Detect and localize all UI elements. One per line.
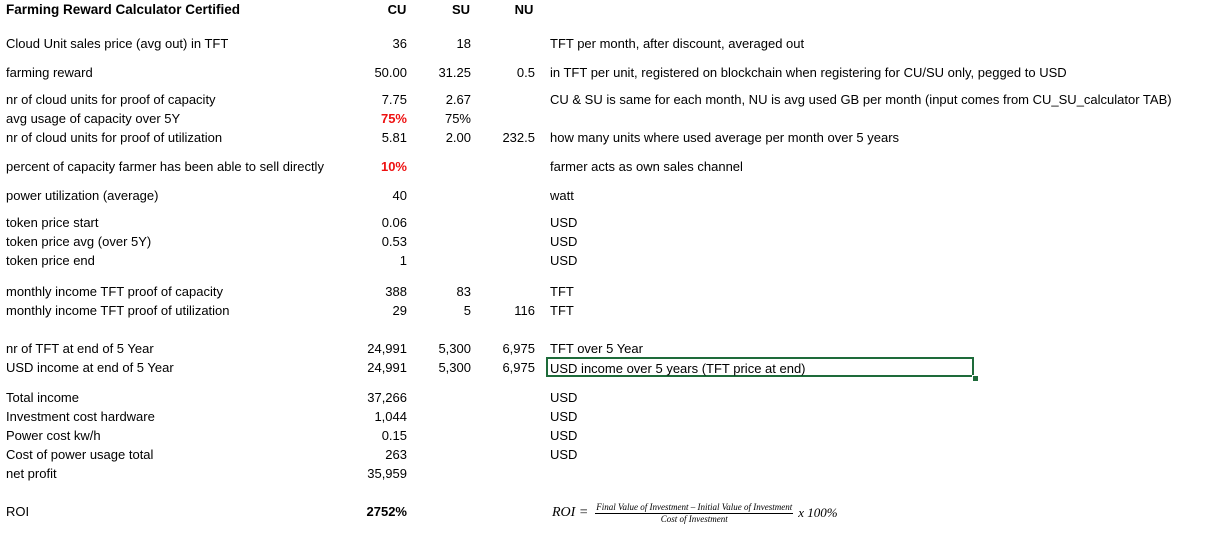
label-power-cost[interactable]: Power cost kw/h — [6, 428, 101, 443]
cell-cu-income-utilization[interactable]: 29 — [392, 303, 407, 318]
cell-su-tft-end[interactable]: 5,300 — [438, 341, 471, 356]
cell-su-sales-price[interactable]: 18 — [456, 36, 471, 51]
formula-fraction: Final Value of Investment – Initial Valu… — [595, 501, 794, 525]
label-total-income[interactable]: Total income — [6, 390, 79, 405]
label-power-total[interactable]: Cost of power usage total — [6, 447, 154, 462]
note-tft-end[interactable]: TFT over 5 Year — [550, 341, 643, 356]
cell-cu-power-cost[interactable]: 0.15 — [381, 428, 407, 443]
label-farming-reward[interactable]: farming reward — [6, 65, 93, 80]
note-token-start[interactable]: USD — [550, 215, 578, 230]
cell-cu-roi[interactable]: 2752% — [366, 504, 407, 519]
cell-cu-token-start[interactable]: 0.06 — [381, 215, 407, 230]
cell-cu-net-profit[interactable]: 35,959 — [367, 466, 407, 481]
sheet-title[interactable]: Farming Reward Calculator Certified — [6, 2, 241, 17]
cell-cu-farming-reward[interactable]: 50.00 — [374, 65, 407, 80]
note-farming-reward[interactable]: in TFT per unit, registered on blockchai… — [550, 65, 1067, 80]
column-header-cu[interactable]: CU — [387, 2, 407, 17]
roi-formula-image[interactable]: ROI = Final Value of Investment – Initia… — [552, 500, 838, 526]
label-token-end[interactable]: token price end — [6, 253, 95, 268]
formula-denominator: Cost of Investment — [660, 513, 728, 524]
cell-cu-income-capacity[interactable]: 388 — [385, 284, 407, 299]
cell-su-usd-end[interactable]: 5,300 — [438, 360, 471, 375]
active-cell-selection[interactable] — [546, 357, 974, 377]
note-token-end[interactable]: USD — [550, 253, 578, 268]
cell-cu-token-avg[interactable]: 0.53 — [381, 234, 407, 249]
cell-su-income-utilization[interactable]: 5 — [463, 303, 471, 318]
label-tft-end[interactable]: nr of TFT at end of 5 Year — [6, 341, 154, 356]
cell-su-income-capacity[interactable]: 83 — [456, 284, 471, 299]
note-power-total[interactable]: USD — [550, 447, 578, 462]
label-roi[interactable]: ROI — [6, 504, 30, 519]
cell-cu-power-total[interactable]: 263 — [385, 447, 407, 462]
cell-cu-sales-price[interactable]: 36 — [392, 36, 407, 51]
label-usd-end[interactable]: USD income at end of 5 Year — [6, 360, 174, 375]
cell-cu-units-capacity[interactable]: 7.75 — [381, 92, 407, 107]
cell-nu-units-utilization[interactable]: 232.5 — [502, 130, 535, 145]
cell-nu-income-utilization[interactable]: 116 — [514, 303, 535, 318]
fill-handle[interactable] — [972, 375, 979, 382]
label-income-utilization[interactable]: monthly income TFT proof of utilization — [6, 303, 230, 318]
label-income-capacity[interactable]: monthly income TFT proof of capacity — [6, 284, 224, 299]
label-percent-sold[interactable]: percent of capacity farmer has been able… — [6, 159, 324, 174]
note-income-capacity[interactable]: TFT — [550, 284, 574, 299]
cell-su-farming-reward[interactable]: 31.25 — [438, 65, 471, 80]
formula-lhs: ROI = — [552, 505, 589, 520]
label-units-capacity[interactable]: nr of cloud units for proof of capacity — [6, 92, 216, 107]
formula-numerator: Final Value of Investment – Initial Valu… — [595, 501, 794, 514]
note-power-util[interactable]: watt — [550, 188, 574, 203]
note-income-utilization[interactable]: TFT — [550, 303, 574, 318]
cell-cu-investment[interactable]: 1,044 — [374, 409, 407, 424]
label-power-util[interactable]: power utilization (average) — [6, 188, 159, 203]
label-token-start[interactable]: token price start — [6, 215, 99, 230]
note-token-avg[interactable]: USD — [550, 234, 578, 249]
cell-su-units-capacity[interactable]: 2.67 — [445, 92, 471, 107]
cell-cu-units-utilization[interactable]: 5.81 — [381, 130, 407, 145]
cell-cu-percent-sold[interactable]: 10% — [380, 159, 407, 174]
label-avg-usage[interactable]: avg usage of capacity over 5Y — [6, 111, 181, 126]
cell-nu-farming-reward[interactable]: 0.5 — [516, 65, 535, 80]
cell-cu-avg-usage[interactable]: 75% — [380, 111, 407, 126]
note-power-cost[interactable]: USD — [550, 428, 578, 443]
column-header-su[interactable]: SU — [451, 2, 471, 17]
note-units-capacity[interactable]: CU & SU is same for each month, NU is av… — [550, 92, 1172, 107]
cell-cu-usd-end[interactable]: 24,991 — [367, 360, 407, 375]
cell-cu-power-util[interactable]: 40 — [392, 188, 407, 203]
note-investment[interactable]: USD — [550, 409, 578, 424]
cell-su-units-utilization[interactable]: 2.00 — [445, 130, 471, 145]
cell-su-avg-usage[interactable]: 75% — [444, 111, 471, 126]
note-units-utilization[interactable]: how many units where used average per mo… — [550, 130, 900, 145]
cell-nu-tft-end[interactable]: 6,975 — [502, 341, 535, 356]
note-percent-sold[interactable]: farmer acts as own sales channel — [550, 159, 743, 174]
cell-cu-tft-end[interactable]: 24,991 — [367, 341, 407, 356]
label-token-avg[interactable]: token price avg (over 5Y) — [6, 234, 152, 249]
cell-cu-total-income[interactable]: 37,266 — [367, 390, 407, 405]
column-header-nu[interactable]: NU — [514, 2, 534, 17]
cell-cu-token-end[interactable]: 1 — [399, 253, 407, 268]
label-units-utilization[interactable]: nr of cloud units for proof of utilizati… — [6, 130, 223, 145]
note-total-income[interactable]: USD — [550, 390, 578, 405]
label-net-profit[interactable]: net profit — [6, 466, 57, 481]
note-usd-end[interactable]: USD income over 5 years (TFT price at en… — [550, 361, 806, 376]
label-sales-price[interactable]: Cloud Unit sales price (avg out) in TFT — [6, 36, 229, 51]
cell-nu-usd-end[interactable]: 6,975 — [502, 360, 535, 375]
label-investment[interactable]: Investment cost hardware — [6, 409, 155, 424]
note-sales-price[interactable]: TFT per month, after discount, averaged … — [550, 36, 805, 51]
formula-tail: x 100% — [798, 505, 838, 520]
